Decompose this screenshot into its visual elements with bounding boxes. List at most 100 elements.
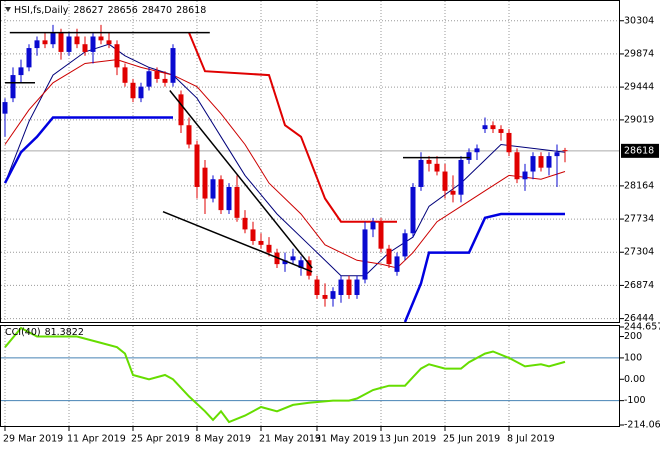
candle-body [282, 260, 288, 265]
close-value: 28618 [176, 5, 206, 16]
candle-body [194, 144, 200, 187]
candle-body [386, 248, 392, 265]
candle-body [66, 36, 72, 52]
candle-body [314, 279, 320, 295]
candle-body [218, 179, 224, 211]
candle-body [130, 82, 136, 99]
x-tick-label: 8 Jul 2019 [507, 434, 555, 445]
cci-y-tick-label: 200 [624, 331, 642, 342]
candle-body [506, 132, 512, 153]
candle-body [370, 221, 376, 230]
indicator-line [188, 32, 397, 223]
x-tick-label: 29 Mar 2019 [3, 434, 63, 445]
candle-body [474, 148, 480, 153]
x-tick-label: 25 Apr 2019 [131, 434, 190, 445]
x-tick-label: 11 Apr 2019 [67, 434, 126, 445]
trend-line [162, 211, 313, 273]
cci-name: CCI(40) [5, 327, 41, 338]
candle-body [442, 171, 448, 191]
y-tick-label: 27304 [624, 247, 654, 258]
x-tick-label: 21 May 2019 [259, 434, 321, 445]
candle-body [234, 186, 240, 218]
cci-last: 81.3822 [45, 327, 84, 338]
indicator-line [4, 43, 566, 277]
candle-body [122, 67, 128, 83]
candle-body [162, 78, 168, 83]
x-tick-label: 8 May 2019 [195, 434, 251, 445]
indicator-line [3, 116, 565, 323]
candle-body [554, 152, 560, 157]
candle-body [154, 71, 160, 79]
candle-body [138, 86, 144, 99]
candle-body [338, 279, 344, 295]
y-tick-label: 27734 [624, 214, 654, 225]
candle-body [106, 40, 112, 45]
x-tick-label: 13 Jun 2019 [379, 434, 436, 445]
candle-body [410, 186, 416, 234]
candle-body [362, 229, 368, 280]
x-tick-label: 25 Jun 2019 [443, 434, 500, 445]
indicator-line [4, 59, 566, 269]
x-tick-label: 31 May 2019 [315, 434, 377, 445]
candle-body [42, 40, 48, 45]
candle-body [258, 240, 264, 245]
y-tick-label: 29019 [624, 114, 654, 125]
candle-body [378, 221, 384, 249]
candle-body [26, 48, 32, 68]
candle-body [354, 279, 360, 295]
candle-body [322, 294, 328, 299]
symbol: HSI,fs,Daily [14, 5, 69, 16]
candle-body [450, 190, 456, 195]
cci-y-tick-label: 100 [624, 352, 642, 363]
candle-body [170, 48, 176, 83]
candle-body [18, 67, 24, 76]
candle-body [210, 179, 216, 199]
candle-body [514, 152, 520, 180]
header-icon [5, 7, 11, 12]
low-value: 28470 [142, 5, 172, 16]
candle-body [394, 256, 400, 272]
cci-y-tick-label: -100 [624, 395, 646, 406]
candle-body [114, 44, 120, 68]
candle-body [466, 152, 472, 160]
candle-body [562, 150, 568, 152]
candle-body [330, 291, 336, 299]
price-marker-label: 28618 [624, 145, 654, 156]
candle-body [82, 44, 88, 52]
y-tick-label: 29444 [624, 82, 654, 93]
y-tick-label: 26874 [624, 280, 654, 291]
cci-y-tick-label: -214.062 [624, 420, 660, 431]
trend-line [169, 90, 313, 269]
candle-body [226, 186, 232, 211]
candle-body [306, 260, 312, 276]
candle-body [178, 94, 184, 126]
candle-body [2, 102, 8, 114]
candle-body [434, 163, 440, 172]
candle-body [146, 71, 152, 87]
candle-body [290, 256, 296, 261]
cci-label: CCI(40) 81.3822 [5, 327, 84, 338]
candle-body [50, 32, 56, 45]
candle-body [202, 167, 208, 199]
cci-y-tick-label: 0.00 [624, 374, 645, 385]
candle-body [458, 159, 464, 195]
candle-body [298, 260, 304, 268]
candle-body [346, 279, 352, 295]
candle-body [266, 244, 272, 253]
price-marker-box [621, 143, 659, 158]
candle-body [90, 36, 96, 52]
candle-body [538, 156, 544, 168]
candle-body [418, 159, 424, 187]
header: HSI,fs,Daily 28627 28656 28470 28618 [14, 5, 206, 16]
candle-body [522, 171, 528, 180]
candle-body [530, 156, 536, 172]
y-tick-label: 30304 [624, 15, 654, 26]
candle-body [74, 36, 80, 45]
candle-body [186, 125, 192, 145]
candle-body [426, 159, 432, 164]
candle-body [402, 233, 408, 257]
open-value: 28627 [73, 5, 103, 16]
